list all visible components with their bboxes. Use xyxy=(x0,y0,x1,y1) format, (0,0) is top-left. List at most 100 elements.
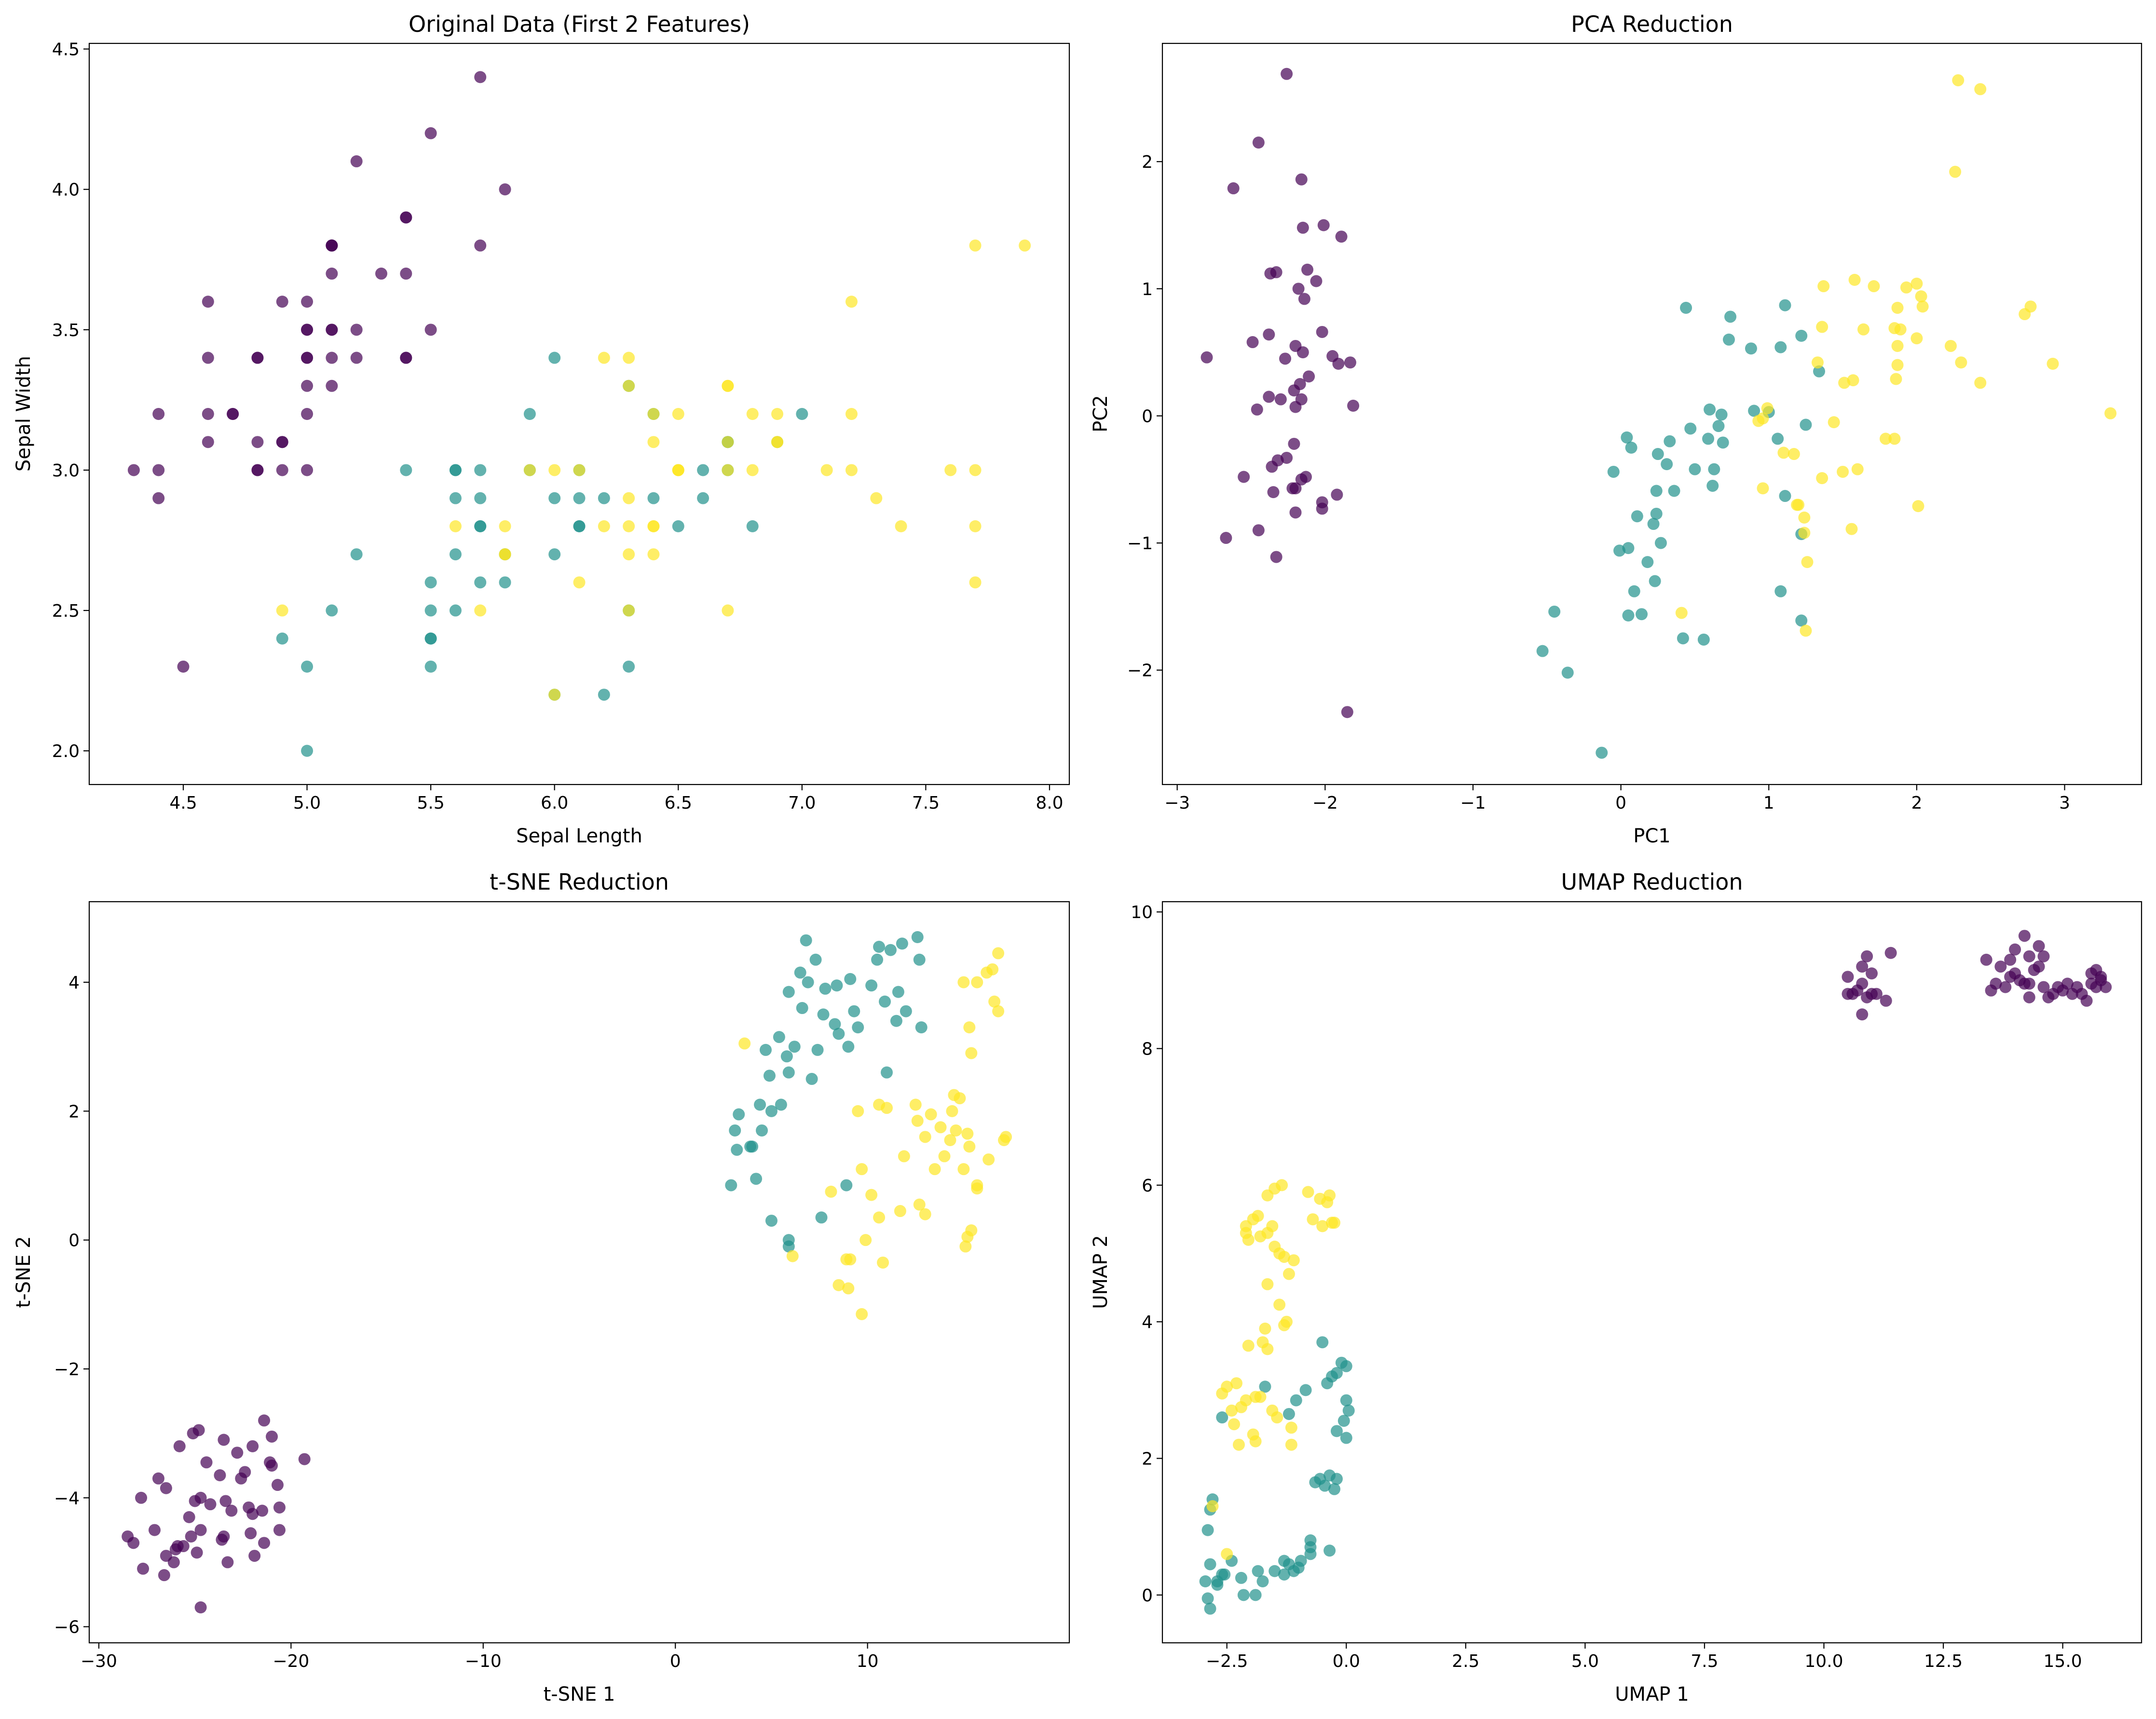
y-tick-label: 2 xyxy=(1142,152,1153,172)
data-point-virginica xyxy=(1242,1340,1255,1352)
data-point-virginica xyxy=(963,1021,976,1034)
x-tick-label: 10.0 xyxy=(1804,1651,1843,1671)
data-point-setosa xyxy=(1288,437,1300,450)
data-point-versicolor xyxy=(1650,507,1663,520)
y-tick-label: 10 xyxy=(1131,903,1153,922)
data-point-setosa xyxy=(202,436,214,448)
data-point-setosa xyxy=(1316,325,1328,338)
data-point-virginica xyxy=(722,464,734,476)
plot-frame xyxy=(1161,901,2142,1644)
data-point-virginica xyxy=(1307,1213,1319,1226)
data-point-virginica xyxy=(771,436,784,448)
data-point-setosa xyxy=(1279,352,1292,365)
data-point-versicolor xyxy=(1641,556,1654,568)
data-point-versicolor xyxy=(1330,1473,1343,1485)
x-tick-label: −20 xyxy=(273,1651,309,1671)
data-point-virginica xyxy=(1240,1394,1252,1407)
data-point-versicolor xyxy=(1622,542,1635,555)
data-point-setosa xyxy=(214,1469,226,1482)
data-point-versicolor xyxy=(1795,614,1808,627)
data-point-setosa xyxy=(183,1511,195,1523)
data-point-virginica xyxy=(548,464,561,476)
points-layer xyxy=(122,931,1012,1613)
y-tick-label: −2 xyxy=(1127,661,1153,681)
data-point-virginica xyxy=(988,995,1001,1008)
data-point-setosa xyxy=(251,352,264,364)
data-point-setosa xyxy=(127,1537,140,1549)
y-tick-label: 8 xyxy=(1142,1040,1153,1059)
x-tick-label: 8.0 xyxy=(1036,793,1063,813)
points-layer xyxy=(1201,68,2117,759)
data-point-virginica xyxy=(1328,1217,1340,1229)
data-point-versicolor xyxy=(449,492,462,504)
data-point-virginica xyxy=(1910,332,1923,345)
data-point-setosa xyxy=(235,1472,247,1485)
data-point-virginica xyxy=(623,379,635,392)
data-point-setosa xyxy=(152,1472,164,1485)
data-point-virginica xyxy=(1249,1435,1262,1448)
data-point-virginica xyxy=(969,576,982,589)
data-point-virginica xyxy=(1828,416,1840,429)
data-point-versicolor xyxy=(765,1105,778,1117)
data-point-versicolor xyxy=(424,576,437,589)
data-point-virginica xyxy=(1216,1387,1228,1400)
y-tick-label: −4 xyxy=(54,1489,80,1508)
y-tick-label: 2 xyxy=(1142,1449,1153,1469)
data-point-versicolor xyxy=(1326,1370,1338,1383)
data-point-virginica xyxy=(1321,1196,1334,1208)
data-point-setosa xyxy=(1866,967,1878,980)
data-point-virginica xyxy=(1285,1421,1297,1434)
data-point-virginica xyxy=(573,464,586,476)
data-point-virginica xyxy=(919,1131,931,1143)
data-point-versicolor xyxy=(1654,537,1667,549)
data-point-virginica xyxy=(895,520,907,532)
data-point-virginica xyxy=(1240,1227,1252,1239)
data-point-setosa xyxy=(400,352,412,364)
data-point-versicolor xyxy=(697,464,710,476)
data-point-setosa xyxy=(200,1456,213,1469)
data-point-setosa xyxy=(298,1453,311,1465)
data-point-virginica xyxy=(623,604,635,617)
data-point-setosa xyxy=(2080,994,2093,1007)
data-point-virginica xyxy=(946,1105,958,1117)
data-point-setosa xyxy=(258,1414,271,1427)
data-point-virginica xyxy=(647,436,660,448)
y-tick-label: 0 xyxy=(68,1231,80,1251)
data-point-versicolor xyxy=(913,953,926,966)
data-point-setosa xyxy=(2009,943,2021,956)
data-point-versicolor xyxy=(819,982,832,995)
x-tick-label: 5.0 xyxy=(1571,1651,1599,1671)
data-point-versicolor xyxy=(1324,1544,1336,1557)
data-point-setosa xyxy=(251,464,264,476)
data-point-virginica xyxy=(2047,357,2059,370)
data-point-setosa xyxy=(1842,971,1854,983)
data-point-setosa xyxy=(1264,267,1277,280)
data-point-setosa xyxy=(202,408,214,420)
data-point-versicolor xyxy=(424,632,437,645)
data-point-virginica xyxy=(870,492,883,504)
data-point-virginica xyxy=(722,604,734,617)
data-point-virginica xyxy=(865,1189,878,1201)
data-point-versicolor xyxy=(1813,365,1826,378)
data-point-virginica xyxy=(1891,301,1904,314)
data-point-setosa xyxy=(1281,451,1293,464)
data-point-virginica xyxy=(969,239,982,252)
data-point-virginica xyxy=(1287,1254,1300,1267)
data-point-versicolor xyxy=(1290,1394,1302,1407)
data-point-virginica xyxy=(1232,1438,1245,1451)
data-point-setosa xyxy=(2033,961,2045,973)
data-point-versicolor xyxy=(1664,435,1676,447)
data-point-versicolor xyxy=(1337,1415,1350,1427)
data-point-versicolor xyxy=(840,1179,853,1191)
data-point-virginica xyxy=(856,1163,868,1176)
data-point-virginica xyxy=(1816,321,1829,333)
data-point-virginica xyxy=(1254,1230,1267,1243)
data-point-setosa xyxy=(204,1498,217,1511)
data-point-versicolor xyxy=(802,976,814,988)
data-point-setosa xyxy=(1298,293,1310,305)
data-point-virginica xyxy=(623,548,635,561)
data-point-setosa xyxy=(1263,328,1275,341)
data-point-virginica xyxy=(856,1308,868,1320)
data-point-setosa xyxy=(194,1524,207,1536)
